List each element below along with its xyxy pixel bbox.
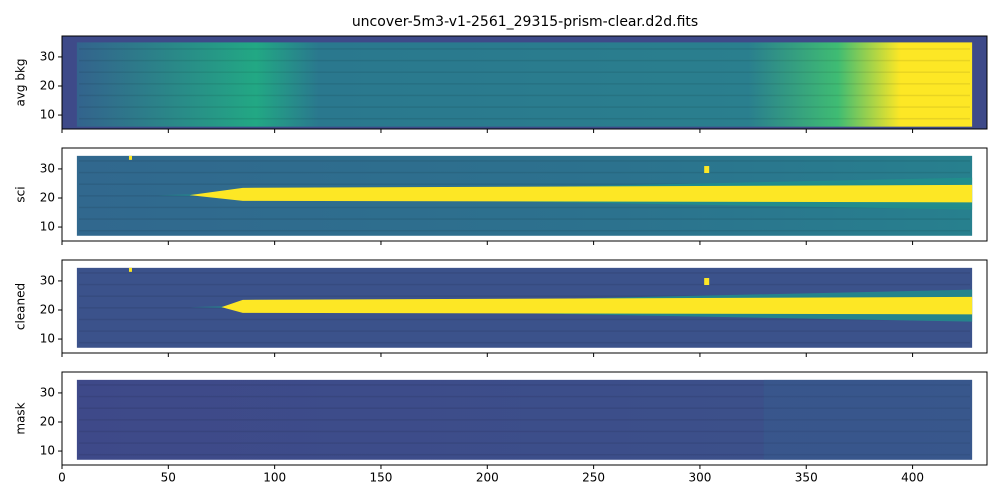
image-stripe: [79, 395, 970, 398]
trace: [221, 296, 973, 315]
x-tick-label: 200: [476, 471, 499, 485]
image-stripe: [79, 430, 970, 433]
image-stripe: [79, 106, 970, 108]
noise-region: [763, 379, 973, 460]
y-tick-label: 10: [40, 108, 55, 122]
x-tick-label: 300: [688, 471, 711, 485]
y-tick-label: 30: [40, 385, 55, 399]
axes-frame: [61, 35, 988, 130]
image-stripe: [79, 206, 970, 209]
image-stripe: [79, 330, 970, 332]
x-tick-label: 50: [161, 471, 176, 485]
image-stripe: [79, 442, 970, 444]
x-tick-label: 150: [370, 471, 393, 485]
hot-pixel: [704, 166, 710, 174]
hot-pixel: [128, 267, 132, 272]
y-tick-label: 30: [40, 49, 55, 63]
image-stripe: [79, 229, 970, 232]
image-stripe: [79, 160, 970, 162]
y-tick-label: 10: [40, 444, 55, 458]
y-tick-label: 30: [40, 273, 55, 287]
y-tick-label: 30: [40, 161, 55, 175]
y-axis-label: mask: [14, 402, 28, 434]
image-stripe: [79, 48, 970, 50]
trace: [189, 184, 973, 203]
image-stripe: [79, 218, 970, 220]
hot-pixel: [704, 278, 710, 286]
y-tick-label: 20: [40, 302, 55, 316]
y-tick-label: 10: [40, 332, 55, 346]
x-tick-label: 350: [795, 471, 818, 485]
image-stripe: [79, 183, 970, 185]
axes-frame: [61, 259, 988, 354]
image-stripe: [79, 117, 970, 120]
y-axis-label: avg bkg: [14, 58, 28, 106]
axes-frame: [61, 371, 988, 466]
image-stripe: [79, 94, 970, 97]
y-tick-label: 20: [40, 414, 55, 428]
image-stripe: [79, 318, 970, 321]
image-stripe: [79, 171, 970, 174]
y-tick-label: 10: [40, 220, 55, 234]
image-stripe: [79, 59, 970, 62]
y-tick-label: 20: [40, 190, 55, 204]
image-stripe: [79, 453, 970, 456]
image-stripe: [79, 407, 970, 409]
y-tick-label: 20: [40, 78, 55, 92]
image-data: [76, 379, 973, 460]
image-data: [76, 42, 973, 127]
x-tick-label: 0: [58, 471, 66, 485]
axes-frame: [61, 147, 988, 242]
hot-pixel: [128, 155, 132, 160]
image-stripe: [79, 71, 970, 73]
image-stripe: [79, 283, 970, 286]
image-stripe: [79, 341, 970, 344]
image-stripe: [79, 295, 970, 297]
x-tick-label: 400: [901, 471, 924, 485]
y-axis-label: sci: [14, 186, 28, 202]
image-stripe: [79, 419, 970, 421]
image-stripe: [79, 83, 970, 85]
x-tick-label: 100: [263, 471, 286, 485]
image-stripe: [79, 384, 970, 386]
image-stripe: [79, 272, 970, 274]
y-axis-label: cleaned: [14, 283, 28, 330]
x-tick-label: 250: [582, 471, 605, 485]
figure-title: uncover-5m3-v1-2561_29315-prism-clear.d2…: [352, 14, 698, 30]
